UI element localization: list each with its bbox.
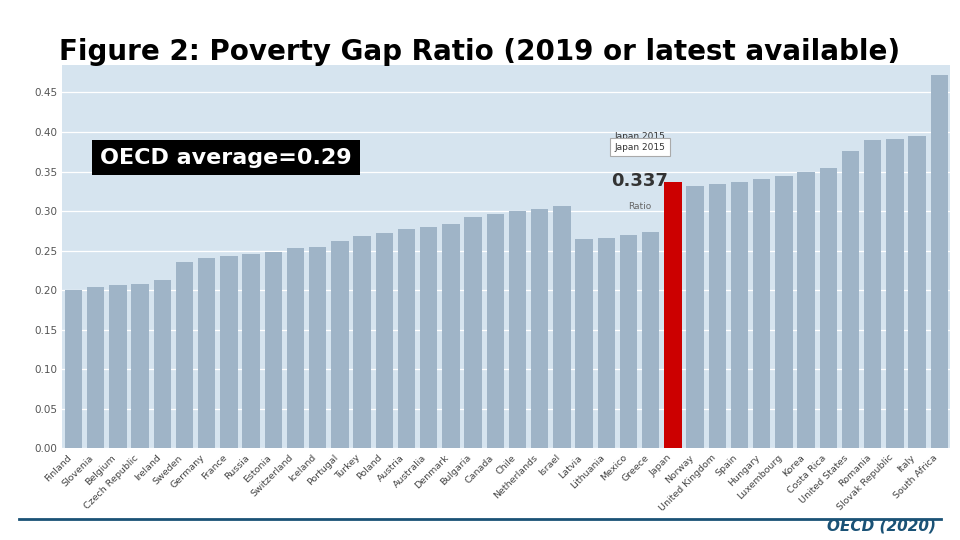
Bar <box>220 256 237 448</box>
Bar <box>265 252 282 448</box>
Bar <box>553 206 570 448</box>
Bar <box>87 287 105 448</box>
Bar <box>776 176 793 448</box>
Bar <box>731 182 748 448</box>
Bar <box>420 227 438 448</box>
Bar <box>686 186 704 448</box>
Text: Japan 2015: Japan 2015 <box>614 132 665 152</box>
Bar <box>397 229 415 448</box>
Bar <box>287 248 304 448</box>
Bar <box>930 75 948 448</box>
Bar <box>353 237 371 448</box>
Bar <box>309 247 326 448</box>
Bar <box>908 136 925 448</box>
Text: OECD average=0.29: OECD average=0.29 <box>100 147 351 167</box>
Bar <box>753 179 770 448</box>
Text: 0.337: 0.337 <box>612 172 668 190</box>
Bar <box>664 182 682 448</box>
Text: Figure 2: Poverty Gap Ratio (2019 or latest available): Figure 2: Poverty Gap Ratio (2019 or lat… <box>60 38 900 66</box>
Bar <box>620 235 637 448</box>
Bar <box>154 280 171 448</box>
Bar <box>465 217 482 448</box>
Bar <box>198 259 215 448</box>
Text: Japan 2015: Japan 2015 <box>614 143 665 152</box>
Bar <box>798 172 815 448</box>
Text: OECD (2020): OECD (2020) <box>827 518 936 534</box>
Bar <box>132 284 149 448</box>
Bar <box>842 151 859 448</box>
Bar <box>708 184 726 448</box>
Bar <box>820 168 837 448</box>
Bar <box>598 238 615 448</box>
Bar <box>531 208 548 448</box>
Bar <box>575 239 592 448</box>
Bar <box>331 241 348 448</box>
Bar <box>642 232 660 448</box>
Bar <box>109 285 127 448</box>
Bar <box>176 262 193 448</box>
Bar <box>509 211 526 448</box>
Bar <box>375 233 393 448</box>
Bar <box>886 139 903 448</box>
Bar <box>243 254 260 448</box>
Bar <box>864 140 881 448</box>
Text: Ratio: Ratio <box>628 202 651 211</box>
Bar <box>443 225 460 448</box>
Bar <box>65 290 83 448</box>
Bar <box>487 214 504 448</box>
